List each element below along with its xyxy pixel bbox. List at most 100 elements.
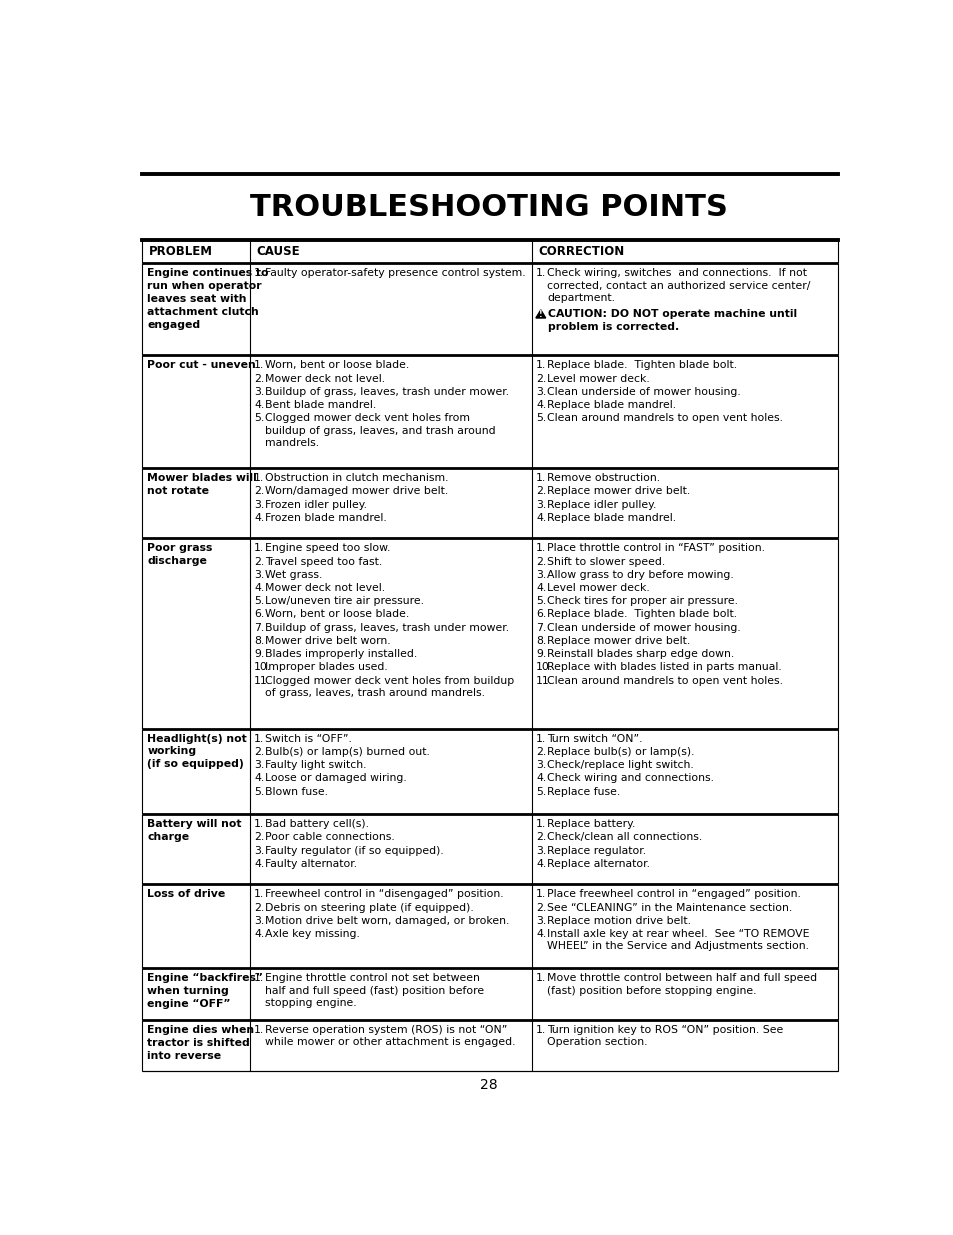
Text: Replace idler pulley.: Replace idler pulley. [546, 500, 656, 510]
Text: Level mower deck.: Level mower deck. [546, 583, 649, 593]
Text: 4.: 4. [536, 400, 546, 410]
Text: Clean around mandrels to open vent holes.: Clean around mandrels to open vent holes… [546, 414, 782, 424]
Text: 2.: 2. [253, 832, 264, 842]
Text: 2.: 2. [536, 832, 546, 842]
Text: Buildup of grass, leaves, trash under mower.: Buildup of grass, leaves, trash under mo… [265, 387, 508, 396]
Text: Clogged mower deck vent holes from buildup
of grass, leaves, trash around mandre: Clogged mower deck vent holes from build… [265, 676, 514, 698]
Text: 11.: 11. [536, 676, 553, 685]
Text: 1.: 1. [253, 268, 264, 278]
Text: 4.: 4. [253, 858, 264, 868]
Text: Turn ignition key to ROS “ON” position. See
Operation section.: Turn ignition key to ROS “ON” position. … [546, 1025, 782, 1047]
Text: Check wiring and connections.: Check wiring and connections. [546, 773, 713, 783]
Text: Place throttle control in “FAST” position.: Place throttle control in “FAST” positio… [546, 543, 764, 553]
Text: 4.: 4. [253, 513, 264, 522]
Text: 3.: 3. [253, 500, 264, 510]
Text: 1.: 1. [536, 734, 546, 743]
Text: Replace battery.: Replace battery. [546, 819, 635, 829]
Text: Engine speed too slow.: Engine speed too slow. [265, 543, 390, 553]
Text: Debris on steering plate (if equipped).: Debris on steering plate (if equipped). [265, 903, 473, 913]
Text: 9.: 9. [536, 650, 546, 659]
Text: Mower deck not level.: Mower deck not level. [265, 374, 385, 384]
Text: Check wiring, switches  and connections.  If not
corrected, contact an authorize: Check wiring, switches and connections. … [546, 268, 809, 303]
Text: 4.: 4. [253, 400, 264, 410]
Text: Bent blade mandrel.: Bent blade mandrel. [265, 400, 375, 410]
Text: Poor grass
discharge: Poor grass discharge [147, 543, 213, 566]
Text: 3.: 3. [253, 916, 264, 926]
Text: Faulty regulator (if so equipped).: Faulty regulator (if so equipped). [265, 846, 443, 856]
Text: Poor cable connections.: Poor cable connections. [265, 832, 395, 842]
Text: Replace motion drive belt.: Replace motion drive belt. [546, 916, 690, 926]
Text: 10.: 10. [536, 662, 553, 672]
Text: Motion drive belt worn, damaged, or broken.: Motion drive belt worn, damaged, or brok… [265, 916, 509, 926]
Text: Worn/damaged mower drive belt.: Worn/damaged mower drive belt. [265, 487, 448, 496]
Text: 5.: 5. [536, 597, 546, 606]
Text: Frozen idler pulley.: Frozen idler pulley. [265, 500, 367, 510]
Text: 1.: 1. [253, 1025, 264, 1035]
Text: 1.: 1. [253, 973, 264, 983]
Text: Travel speed too fast.: Travel speed too fast. [265, 557, 382, 567]
Text: 28: 28 [479, 1078, 497, 1092]
Text: Switch is “OFF”.: Switch is “OFF”. [265, 734, 352, 743]
Text: Place freewheel control in “engaged” position.: Place freewheel control in “engaged” pos… [546, 889, 800, 899]
Text: 1.: 1. [536, 268, 546, 278]
Text: 1.: 1. [253, 543, 264, 553]
Text: 2.: 2. [253, 903, 264, 913]
Text: CAUSE: CAUSE [256, 245, 300, 258]
Text: Replace blade.  Tighten blade bolt.: Replace blade. Tighten blade bolt. [546, 609, 737, 620]
Text: Reinstall blades sharp edge down.: Reinstall blades sharp edge down. [546, 650, 734, 659]
Text: 8.: 8. [536, 636, 546, 646]
Text: Engine continues to
run when operator
leaves seat with
attachment clutch
engaged: Engine continues to run when operator le… [147, 268, 269, 330]
Text: 4.: 4. [253, 773, 264, 783]
Text: CORRECTION: CORRECTION [538, 245, 624, 258]
Text: 2.: 2. [253, 374, 264, 384]
Text: Check/replace light switch.: Check/replace light switch. [546, 761, 693, 771]
Text: 10.: 10. [253, 662, 271, 672]
Text: 3.: 3. [253, 761, 264, 771]
Text: 1.: 1. [253, 361, 264, 370]
Text: Battery will not
charge: Battery will not charge [147, 819, 241, 842]
Text: 3.: 3. [536, 569, 546, 579]
Text: Replace blade mandrel.: Replace blade mandrel. [546, 400, 676, 410]
Text: 4.: 4. [536, 583, 546, 593]
Text: 1.: 1. [253, 819, 264, 829]
Text: Blown fuse.: Blown fuse. [265, 787, 328, 797]
Text: 7.: 7. [536, 622, 546, 632]
Text: 8.: 8. [253, 636, 264, 646]
Text: 4.: 4. [253, 583, 264, 593]
Text: Worn, bent or loose blade.: Worn, bent or loose blade. [265, 361, 409, 370]
Text: Wet grass.: Wet grass. [265, 569, 322, 579]
Text: Bulb(s) or lamp(s) burned out.: Bulb(s) or lamp(s) burned out. [265, 747, 429, 757]
Text: Freewheel control in “disengaged” position.: Freewheel control in “disengaged” positi… [265, 889, 503, 899]
Text: 2.: 2. [253, 747, 264, 757]
Text: 3.: 3. [253, 387, 264, 396]
Text: 6.: 6. [253, 609, 264, 620]
Text: 4.: 4. [536, 858, 546, 868]
Text: Replace fuse.: Replace fuse. [546, 787, 619, 797]
Text: Obstruction in clutch mechanism.: Obstruction in clutch mechanism. [265, 473, 448, 483]
Text: Replace blade.  Tighten blade bolt.: Replace blade. Tighten blade bolt. [546, 361, 737, 370]
Text: Improper blades used.: Improper blades used. [265, 662, 387, 672]
Text: Remove obstruction.: Remove obstruction. [546, 473, 659, 483]
Text: Replace blade mandrel.: Replace blade mandrel. [546, 513, 676, 522]
Text: 1.: 1. [536, 889, 546, 899]
Text: Faulty light switch.: Faulty light switch. [265, 761, 366, 771]
Text: Clean around mandrels to open vent holes.: Clean around mandrels to open vent holes… [546, 676, 782, 685]
Text: Buildup of grass, leaves, trash under mower.: Buildup of grass, leaves, trash under mo… [265, 622, 508, 632]
Text: Mower blades will
not rotate: Mower blades will not rotate [147, 473, 256, 496]
Text: Loss of drive: Loss of drive [147, 889, 225, 899]
Text: Low/uneven tire air pressure.: Low/uneven tire air pressure. [265, 597, 423, 606]
Text: 1.: 1. [536, 973, 546, 983]
Text: Axle key missing.: Axle key missing. [265, 929, 359, 939]
Text: 3.: 3. [536, 387, 546, 396]
Text: Bad battery cell(s).: Bad battery cell(s). [265, 819, 369, 829]
Text: 1.: 1. [536, 361, 546, 370]
Text: Worn, bent or loose blade.: Worn, bent or loose blade. [265, 609, 409, 620]
Text: Engine “backfires”
when turning
engine “OFF”: Engine “backfires” when turning engine “… [147, 973, 263, 1009]
Text: 5.: 5. [253, 414, 264, 424]
Text: 6.: 6. [536, 609, 546, 620]
Text: 1.: 1. [536, 473, 546, 483]
Text: Faulty alternator.: Faulty alternator. [265, 858, 356, 868]
Text: 2.: 2. [536, 747, 546, 757]
Polygon shape [536, 310, 545, 317]
Text: Blades improperly installed.: Blades improperly installed. [265, 650, 416, 659]
